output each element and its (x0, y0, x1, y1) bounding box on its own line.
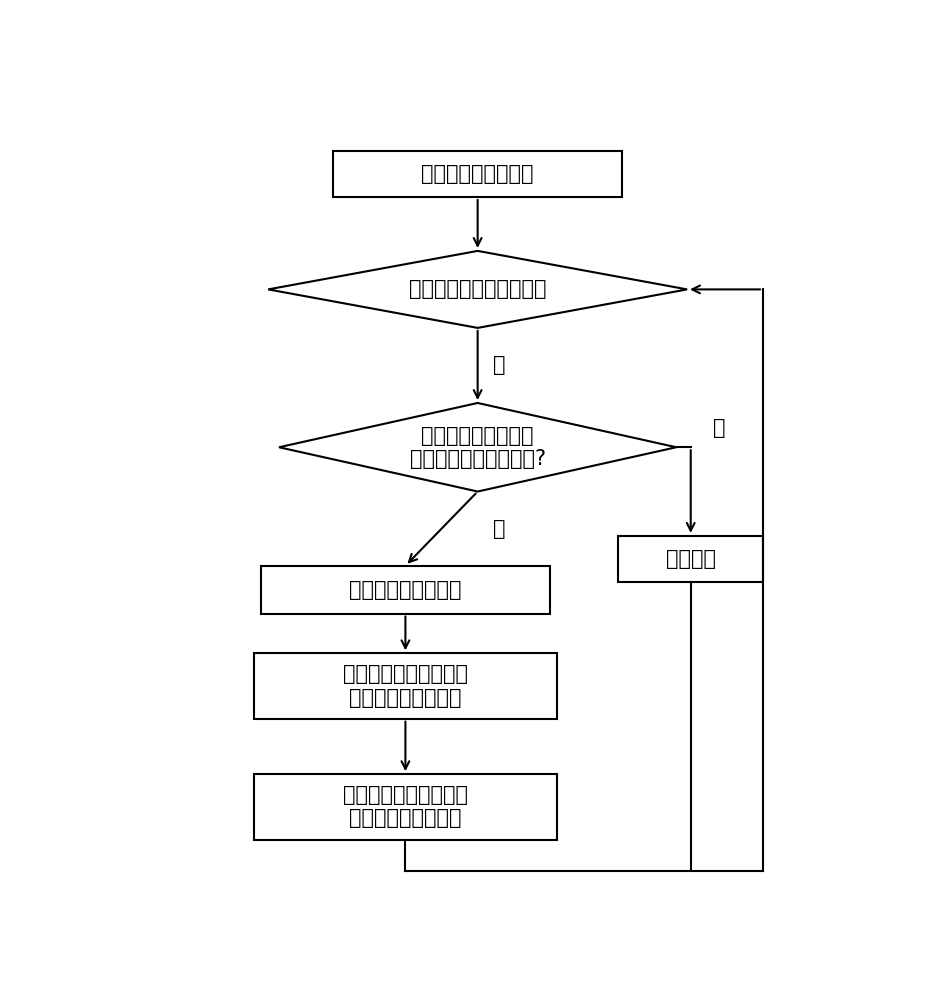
FancyBboxPatch shape (254, 653, 557, 719)
Text: 是: 是 (493, 355, 505, 375)
Text: 主控器检测不平衡度: 主控器检测不平衡度 (421, 164, 534, 184)
Polygon shape (268, 251, 687, 328)
Text: 决策出多个换相策略: 决策出多个换相策略 (350, 580, 461, 600)
Text: 否: 否 (713, 418, 726, 438)
FancyBboxPatch shape (619, 536, 763, 582)
Polygon shape (279, 403, 677, 492)
FancyBboxPatch shape (254, 774, 557, 840)
Text: 依有效换相策略驱动相
应开关进行换相动作: 依有效换相策略驱动相 应开关进行换相动作 (343, 785, 468, 828)
Text: 大于平衡度阈值状态
持续时间达到设定时间?: 大于平衡度阈值状态 持续时间达到设定时间? (409, 426, 546, 469)
FancyBboxPatch shape (261, 566, 550, 614)
Text: 启动换相策略评估以确
定一个有效换相策略: 启动换相策略评估以确 定一个有效换相策略 (343, 664, 468, 708)
Text: 是: 是 (493, 519, 505, 539)
FancyBboxPatch shape (334, 151, 623, 197)
Text: 不平衡度大于平衡度阈值: 不平衡度大于平衡度阈值 (409, 279, 546, 299)
Text: 继续监测: 继续监测 (665, 549, 716, 569)
